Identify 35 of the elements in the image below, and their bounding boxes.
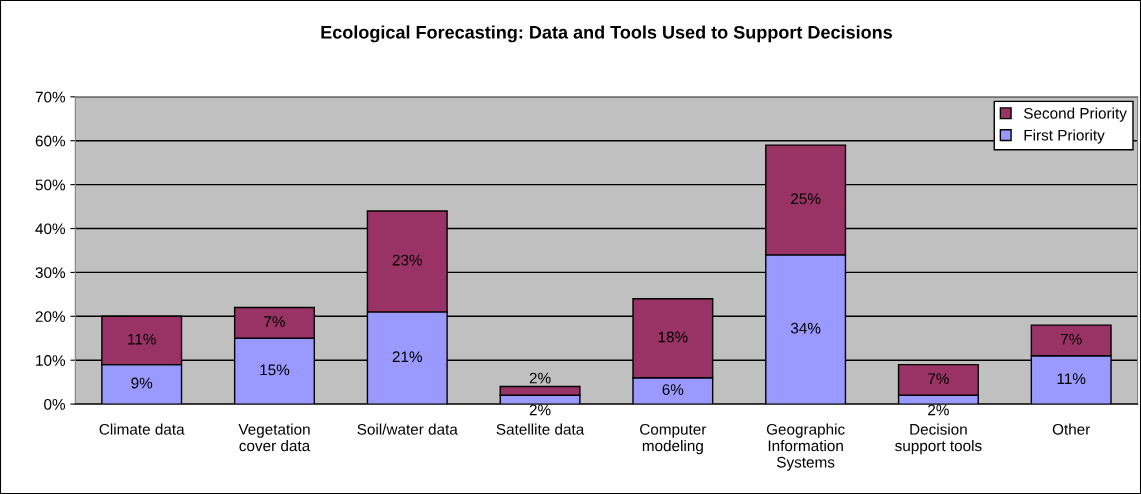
data-label: 2% [529, 372, 551, 384]
y-tick-label: 70% [35, 91, 66, 103]
data-label: 34% [790, 322, 821, 334]
x-tick-label: Vegetation cover data [238, 423, 311, 452]
legend-label: First Priority [1024, 129, 1105, 144]
data-label: 15% [260, 364, 290, 376]
x-tick-label: Computer modeling [640, 423, 707, 455]
data-label: 7% [928, 373, 949, 384]
data-label: 11% [128, 333, 156, 345]
y-tick-label: 10% [36, 355, 66, 366]
data-label: 11% [1057, 373, 1086, 384]
data-label: 6% [662, 384, 684, 396]
data-label: 9% [131, 377, 153, 389]
data-label: 7% [1060, 333, 1082, 345]
y-tick-label: 50% [35, 179, 66, 191]
x-tick-label: Geographic Information Systems [766, 423, 845, 471]
x-tick-label: Other [1052, 423, 1091, 435]
y-tick-label: 60% [35, 135, 66, 147]
data-label: 18% [658, 331, 688, 343]
data-label: 2% [928, 404, 949, 416]
legend-label: Second Priority [1023, 107, 1127, 122]
data-label: 7% [264, 316, 285, 327]
chart-title: Ecological Forecasting: Data and Tools Used to Support Decisions [321, 25, 892, 43]
x-tick-label: Climate data [99, 423, 185, 435]
y-tick-label: 40% [35, 223, 66, 235]
y-tick-label: 30% [35, 267, 66, 279]
data-label: 2% [529, 404, 551, 416]
data-label: 23% [392, 254, 423, 266]
x-tick-label: Decision support tools [895, 423, 982, 455]
data-label: 25% [791, 193, 821, 205]
y-tick-label: 20% [35, 311, 66, 322]
x-tick-label: Satellite data [496, 423, 585, 435]
y-tick-label: 0% [44, 398, 66, 410]
x-tick-label: Soil/water data [357, 423, 458, 435]
data-label: 21% [392, 351, 423, 363]
